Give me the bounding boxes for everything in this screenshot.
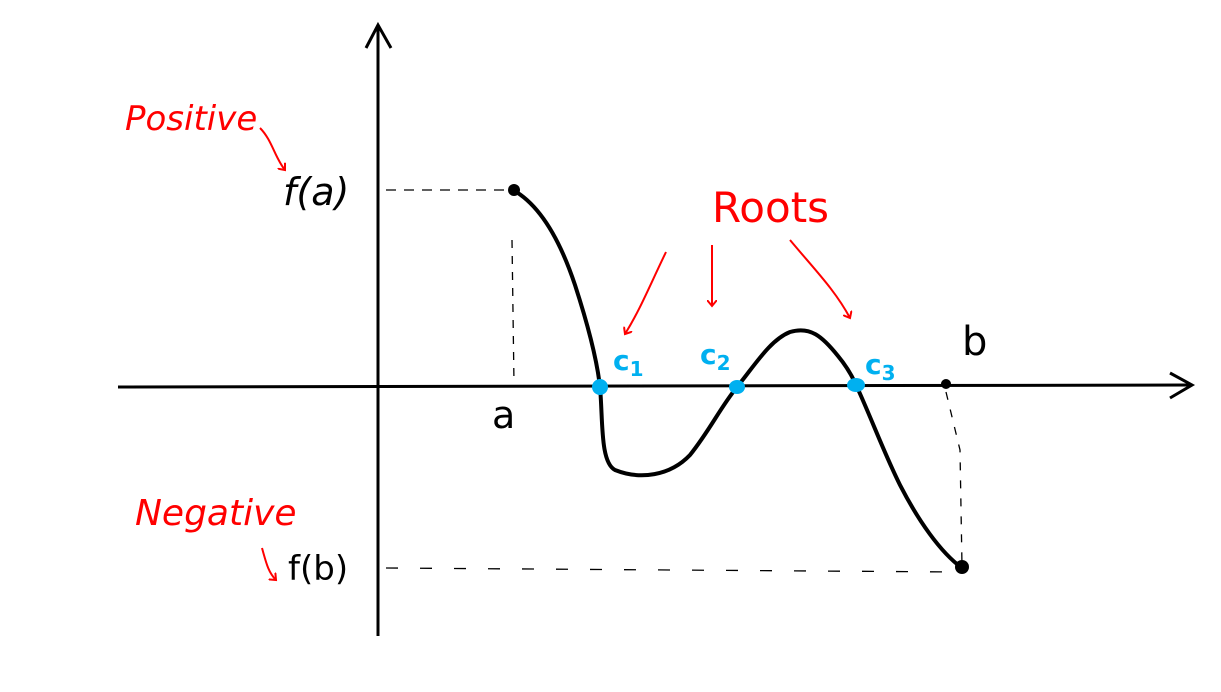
root-c3	[847, 378, 865, 392]
label-c2: c2	[700, 338, 731, 375]
y-axis-arrowhead	[364, 21, 393, 49]
root-c1	[592, 379, 608, 395]
label-fb: f(b)	[288, 549, 348, 589]
label-negative: Negative	[135, 493, 297, 534]
label-c1: c1	[613, 344, 644, 381]
point-b	[941, 379, 951, 389]
point-fb	[955, 560, 969, 574]
root-arrow-c3	[789, 239, 850, 318]
negative-arrow	[261, 547, 276, 580]
label-fa: f(a)	[283, 170, 349, 214]
x-axis	[117, 383, 1191, 389]
label-a: a	[492, 393, 515, 437]
label-positive: Positive	[125, 99, 257, 139]
b-guide-vertical	[945, 391, 963, 567]
point-fa	[508, 184, 520, 196]
x-axis-arrowhead	[1169, 371, 1196, 400]
label-b: b	[962, 319, 987, 365]
function-curve	[511, 188, 964, 570]
positive-arrow	[259, 127, 285, 170]
label-c3: c3	[865, 348, 896, 385]
a-guide-vertical	[511, 239, 515, 385]
root-arrow-c1	[625, 251, 667, 334]
fb-guide-horizontal	[385, 567, 959, 573]
root-c2	[729, 380, 745, 394]
label-roots: Roots	[712, 183, 829, 232]
